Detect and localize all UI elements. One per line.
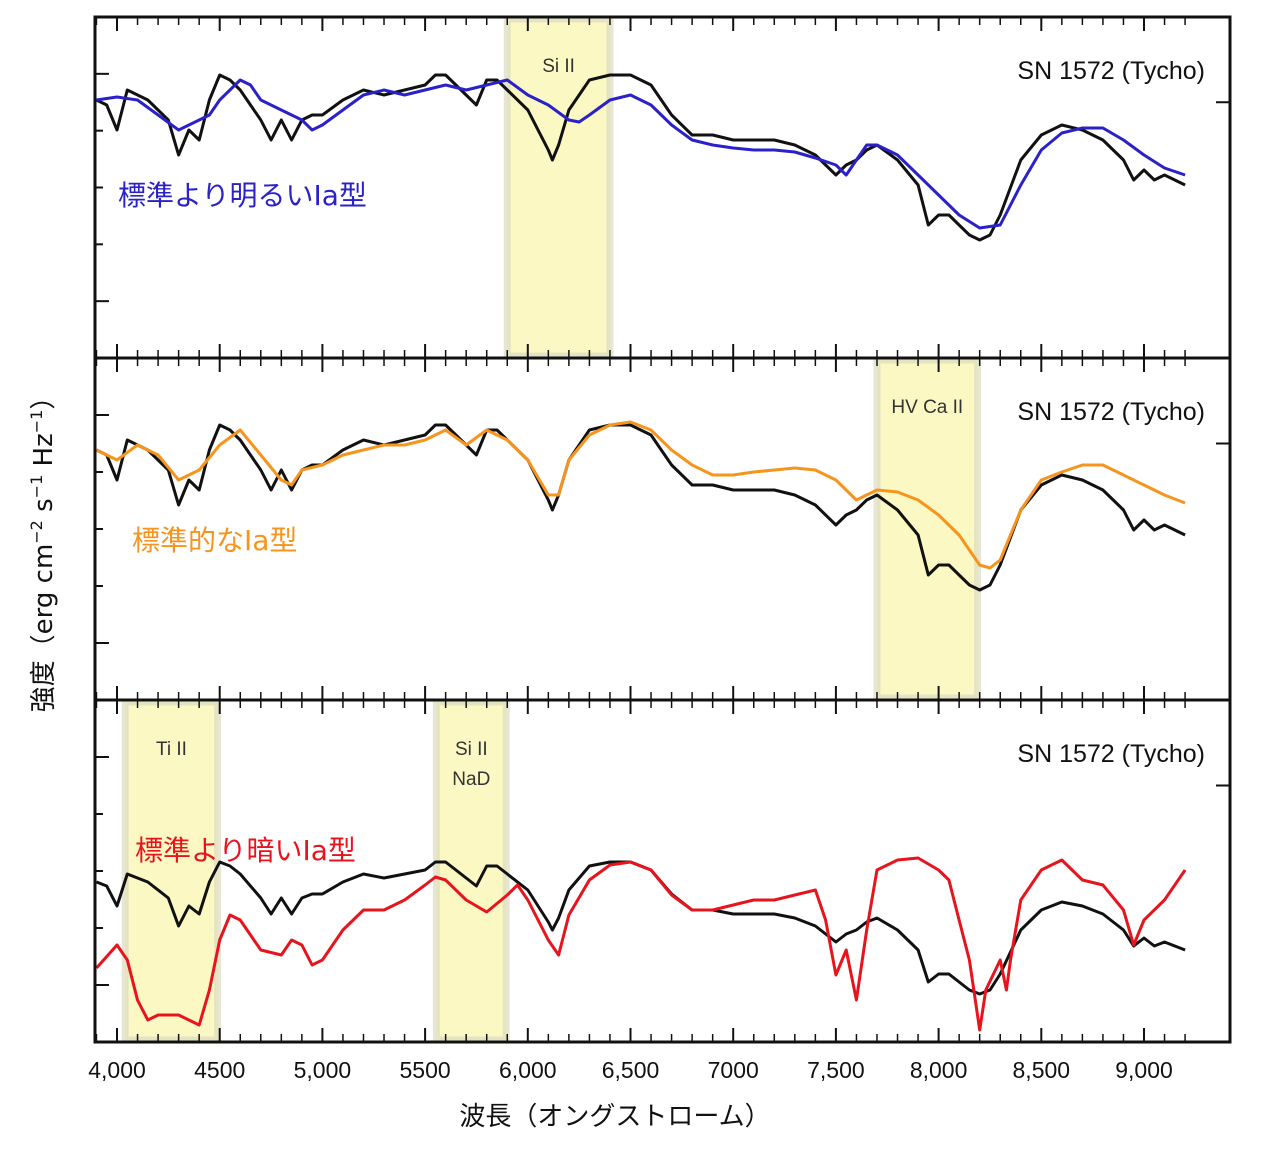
- tycho-spectrum-line: [95, 73, 1186, 242]
- tycho-spectrum-line: [95, 860, 1186, 996]
- band-label: NaD: [452, 769, 490, 790]
- x-tick-label: 4,000: [88, 1057, 146, 1083]
- spectrum-lines: [95, 73, 1187, 1032]
- x-tick-label: 5500: [400, 1057, 451, 1083]
- comparison-spectrum-line: [95, 420, 1186, 570]
- band-label: Ti II: [156, 739, 187, 760]
- y-axis-title: 強度（erg cm−2 s−1 Hz−1）: [27, 384, 59, 713]
- band-label: Si II: [455, 739, 488, 760]
- type-label: 標準的なIa型: [132, 524, 297, 557]
- panel-title: SN 1572 (Tycho): [1017, 57, 1205, 85]
- band-label: HV Ca II: [891, 397, 963, 418]
- x-tick-label: 5,000: [294, 1057, 352, 1083]
- x-tick-label: 7000: [708, 1057, 759, 1083]
- band-label: Si II: [542, 56, 575, 77]
- x-tick-label: 9,000: [1115, 1057, 1173, 1083]
- plot-frame: [93, 15, 1232, 1044]
- tycho-spectrum-line: [95, 423, 1186, 592]
- x-axis-title: 波長（オングストローム）: [459, 1102, 770, 1132]
- type-label: 標準より暗いIa型: [135, 834, 356, 867]
- type-label: 標準より明るいIa型: [118, 179, 367, 212]
- x-tick-label: 6,500: [602, 1057, 660, 1083]
- x-tick-label: 6,000: [499, 1057, 557, 1083]
- panel-title: SN 1572 (Tycho): [1017, 398, 1205, 426]
- panel-labels: SN 1572 (Tycho) 標準より明るいIa型 SN 1572 (Tycho)…: [118, 57, 1205, 867]
- x-tick-label: 8,000: [910, 1057, 968, 1083]
- panel-title: SN 1572 (Tycho): [1017, 740, 1205, 768]
- highlight-band: [432, 698, 510, 1044]
- highlight-band: [503, 15, 614, 360]
- x-tick-label: 7,500: [807, 1057, 865, 1083]
- outer-frame: [93, 15, 1232, 1044]
- x-tick-label: 4500: [194, 1057, 245, 1083]
- highlight-band: [873, 356, 982, 702]
- comparison-spectrum-line: [96, 78, 1186, 230]
- x-tick-labels: 4,000 4500 5,000 5500 6,000 6,500 7000 7,500 8,0…: [88, 1057, 1173, 1083]
- x-tick-label: 8,500: [1013, 1057, 1071, 1083]
- highlight-band: [121, 698, 222, 1044]
- highlight-bands: Si II HV Ca II Ti II Si II NaD: [121, 15, 982, 1044]
- comparison-spectrum-line: [95, 856, 1187, 1032]
